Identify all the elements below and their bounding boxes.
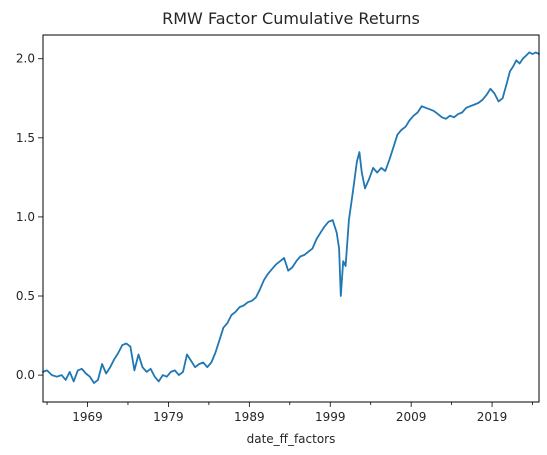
y-axis: 0.0 0.5 1.0 1.5 2.0 xyxy=(16,52,43,382)
x-tick-label: 1979 xyxy=(153,410,184,424)
plot-area xyxy=(42,51,540,384)
series-line-0 xyxy=(42,51,540,384)
x-tick-label: 1989 xyxy=(234,410,265,424)
y-tick-label: 1.0 xyxy=(16,210,35,224)
x-tick-label: 2019 xyxy=(477,410,508,424)
x-axis: 1969 1979 1989 1999 2009 2019 xyxy=(46,402,533,424)
x-tick-label: 1999 xyxy=(315,410,346,424)
y-tick-label: 1.5 xyxy=(16,131,35,145)
y-tick-label: 0.0 xyxy=(16,368,35,382)
x-axis-label: date_ff_factors xyxy=(247,432,336,446)
chart-title: RMW Factor Cumulative Returns xyxy=(162,9,420,28)
y-tick-label: 0.5 xyxy=(16,289,35,303)
x-tick-label: 1969 xyxy=(72,410,103,424)
y-tick-label: 2.0 xyxy=(16,52,35,66)
plot-frame xyxy=(42,34,540,403)
x-tick-label: 2009 xyxy=(396,410,427,424)
